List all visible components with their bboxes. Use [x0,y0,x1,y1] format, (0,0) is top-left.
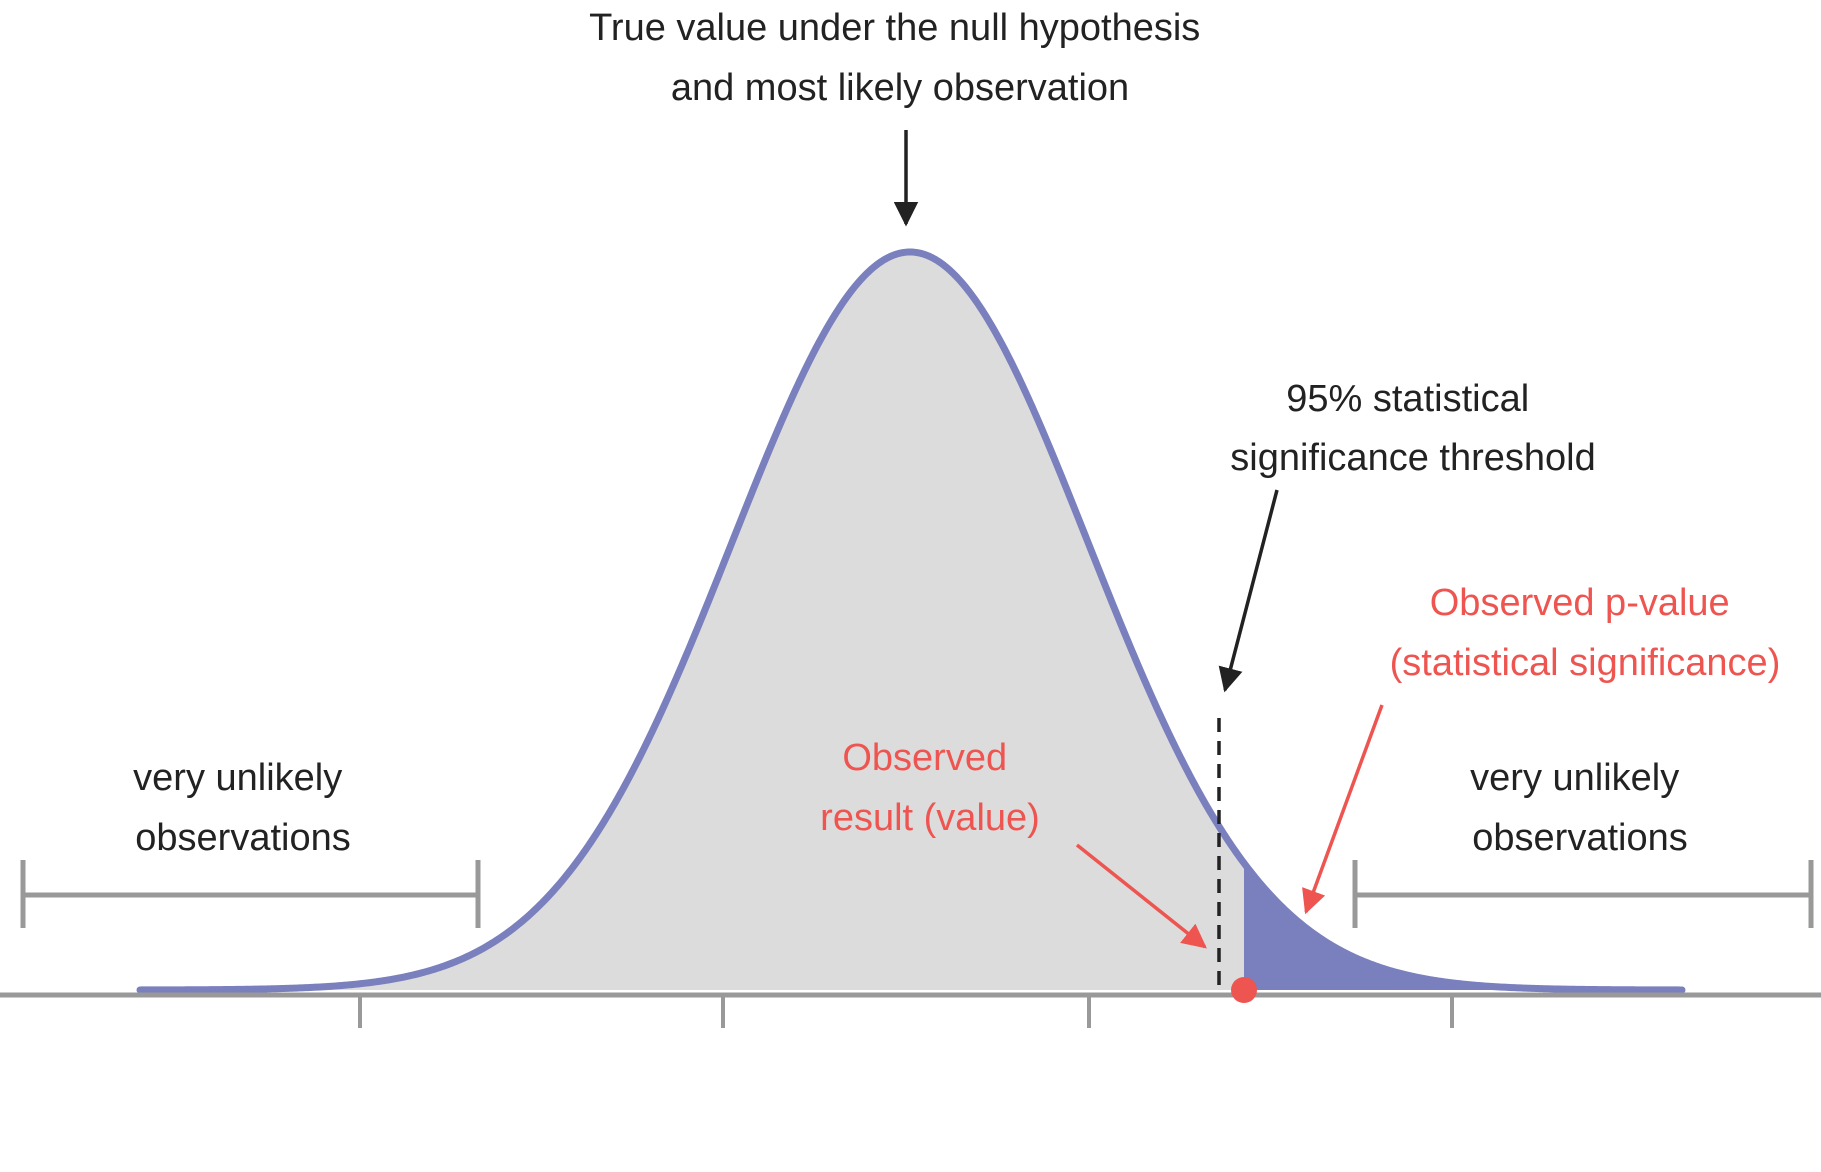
right-tail-range-bracket [1352,860,1814,928]
normal-distribution-curve [136,248,1686,994]
left-tail-range-bracket [20,860,481,928]
observed-result-arrow [1075,843,1207,949]
threshold-annotation: 95% statistical significance threshold [1230,378,1595,479]
axis-ticks [358,997,1454,1028]
observed-result-annotation: Observed result (value) [820,737,1040,839]
observed-result-point [1231,977,1257,1003]
null-value-annotation: True value under the null hypothesis and… [589,7,1211,109]
left-tail-annotation: very unlikely observations [133,757,353,859]
threshold-arrow [1218,489,1279,693]
p-value-annotation: Observed p-value (statistical significan… [1390,582,1781,684]
p-value-arrow [1302,704,1384,915]
right-tail-annotation: very unlikely observations [1470,757,1690,859]
distribution-body-area [140,252,1244,990]
